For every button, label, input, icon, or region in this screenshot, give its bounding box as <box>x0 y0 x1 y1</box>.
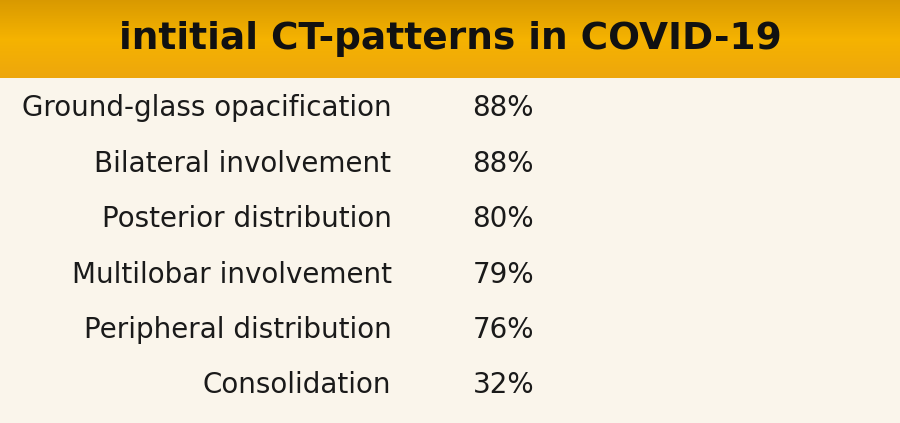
Bar <box>0 39 900 40</box>
Bar <box>0 57 900 58</box>
Bar <box>0 55 900 56</box>
Bar <box>0 47 900 48</box>
Text: Posterior distribution: Posterior distribution <box>102 205 392 233</box>
Bar <box>0 58 900 59</box>
Bar <box>0 36 900 37</box>
Text: Ground-glass opacification: Ground-glass opacification <box>22 94 392 123</box>
Bar <box>0 16 900 17</box>
Text: 88%: 88% <box>472 150 534 178</box>
Bar <box>0 44 900 45</box>
Bar <box>0 63 900 64</box>
Bar <box>0 29 900 30</box>
Bar <box>0 10 900 11</box>
Bar <box>0 52 900 53</box>
Bar <box>0 51 900 52</box>
Bar <box>0 61 900 62</box>
Bar <box>0 3 900 4</box>
Bar <box>0 22 900 23</box>
Bar <box>0 20 900 21</box>
Bar <box>0 21 900 22</box>
Bar <box>0 73 900 74</box>
Text: 32%: 32% <box>472 371 534 399</box>
Bar <box>0 74 900 75</box>
Bar <box>0 23 900 24</box>
Bar <box>0 9 900 10</box>
Bar <box>0 30 900 31</box>
Bar <box>0 7 900 8</box>
Bar <box>0 2 900 3</box>
Bar <box>0 28 900 29</box>
Bar <box>0 13 900 14</box>
Bar <box>0 56 900 57</box>
Bar <box>0 66 900 67</box>
Bar <box>0 19 900 20</box>
Bar <box>0 14 900 15</box>
Text: Multilobar involvement: Multilobar involvement <box>71 261 392 288</box>
Text: intitial CT-patterns in COVID-19: intitial CT-patterns in COVID-19 <box>119 21 781 57</box>
Bar <box>0 31 900 32</box>
Bar <box>0 72 900 73</box>
Bar <box>0 60 900 61</box>
Text: Consolidation: Consolidation <box>203 371 392 399</box>
Bar <box>0 32 900 33</box>
Bar <box>0 40 900 41</box>
Bar <box>0 25 900 26</box>
Bar <box>0 35 900 36</box>
Bar <box>0 71 900 72</box>
Bar <box>0 5 900 6</box>
Bar <box>0 69 900 70</box>
Bar <box>0 38 900 39</box>
Text: 76%: 76% <box>472 316 534 344</box>
Text: 88%: 88% <box>472 94 534 123</box>
Bar <box>0 75 900 76</box>
Bar <box>0 24 900 25</box>
Bar <box>0 43 900 44</box>
Text: 79%: 79% <box>472 261 534 288</box>
Bar <box>0 8 900 9</box>
Bar <box>0 41 900 42</box>
Bar <box>0 37 900 38</box>
Bar <box>0 67 900 68</box>
Bar <box>0 76 900 77</box>
Bar <box>0 0 900 1</box>
Bar <box>0 34 900 35</box>
Bar <box>0 53 900 54</box>
Bar <box>0 4 900 5</box>
Bar <box>0 64 900 65</box>
Text: Peripheral distribution: Peripheral distribution <box>84 316 391 344</box>
Bar <box>0 68 900 69</box>
Bar <box>0 45 900 46</box>
Bar <box>0 27 900 28</box>
Bar <box>0 48 900 49</box>
Bar <box>0 11 900 12</box>
Bar <box>0 26 900 27</box>
Bar <box>0 50 900 51</box>
Bar <box>0 12 900 13</box>
Bar <box>0 33 900 34</box>
Bar <box>0 18 900 19</box>
Bar <box>0 65 900 66</box>
Bar <box>0 17 900 18</box>
Text: Bilateral involvement: Bilateral involvement <box>94 150 392 178</box>
Bar <box>0 54 900 55</box>
Bar <box>0 42 900 43</box>
Bar <box>0 46 900 47</box>
Bar <box>0 62 900 63</box>
Text: 80%: 80% <box>472 205 534 233</box>
Bar <box>0 6 900 7</box>
Bar <box>0 15 900 16</box>
Bar <box>0 59 900 60</box>
Bar <box>0 1 900 2</box>
Bar <box>0 49 900 50</box>
Bar <box>0 70 900 71</box>
Bar <box>0 77 900 78</box>
